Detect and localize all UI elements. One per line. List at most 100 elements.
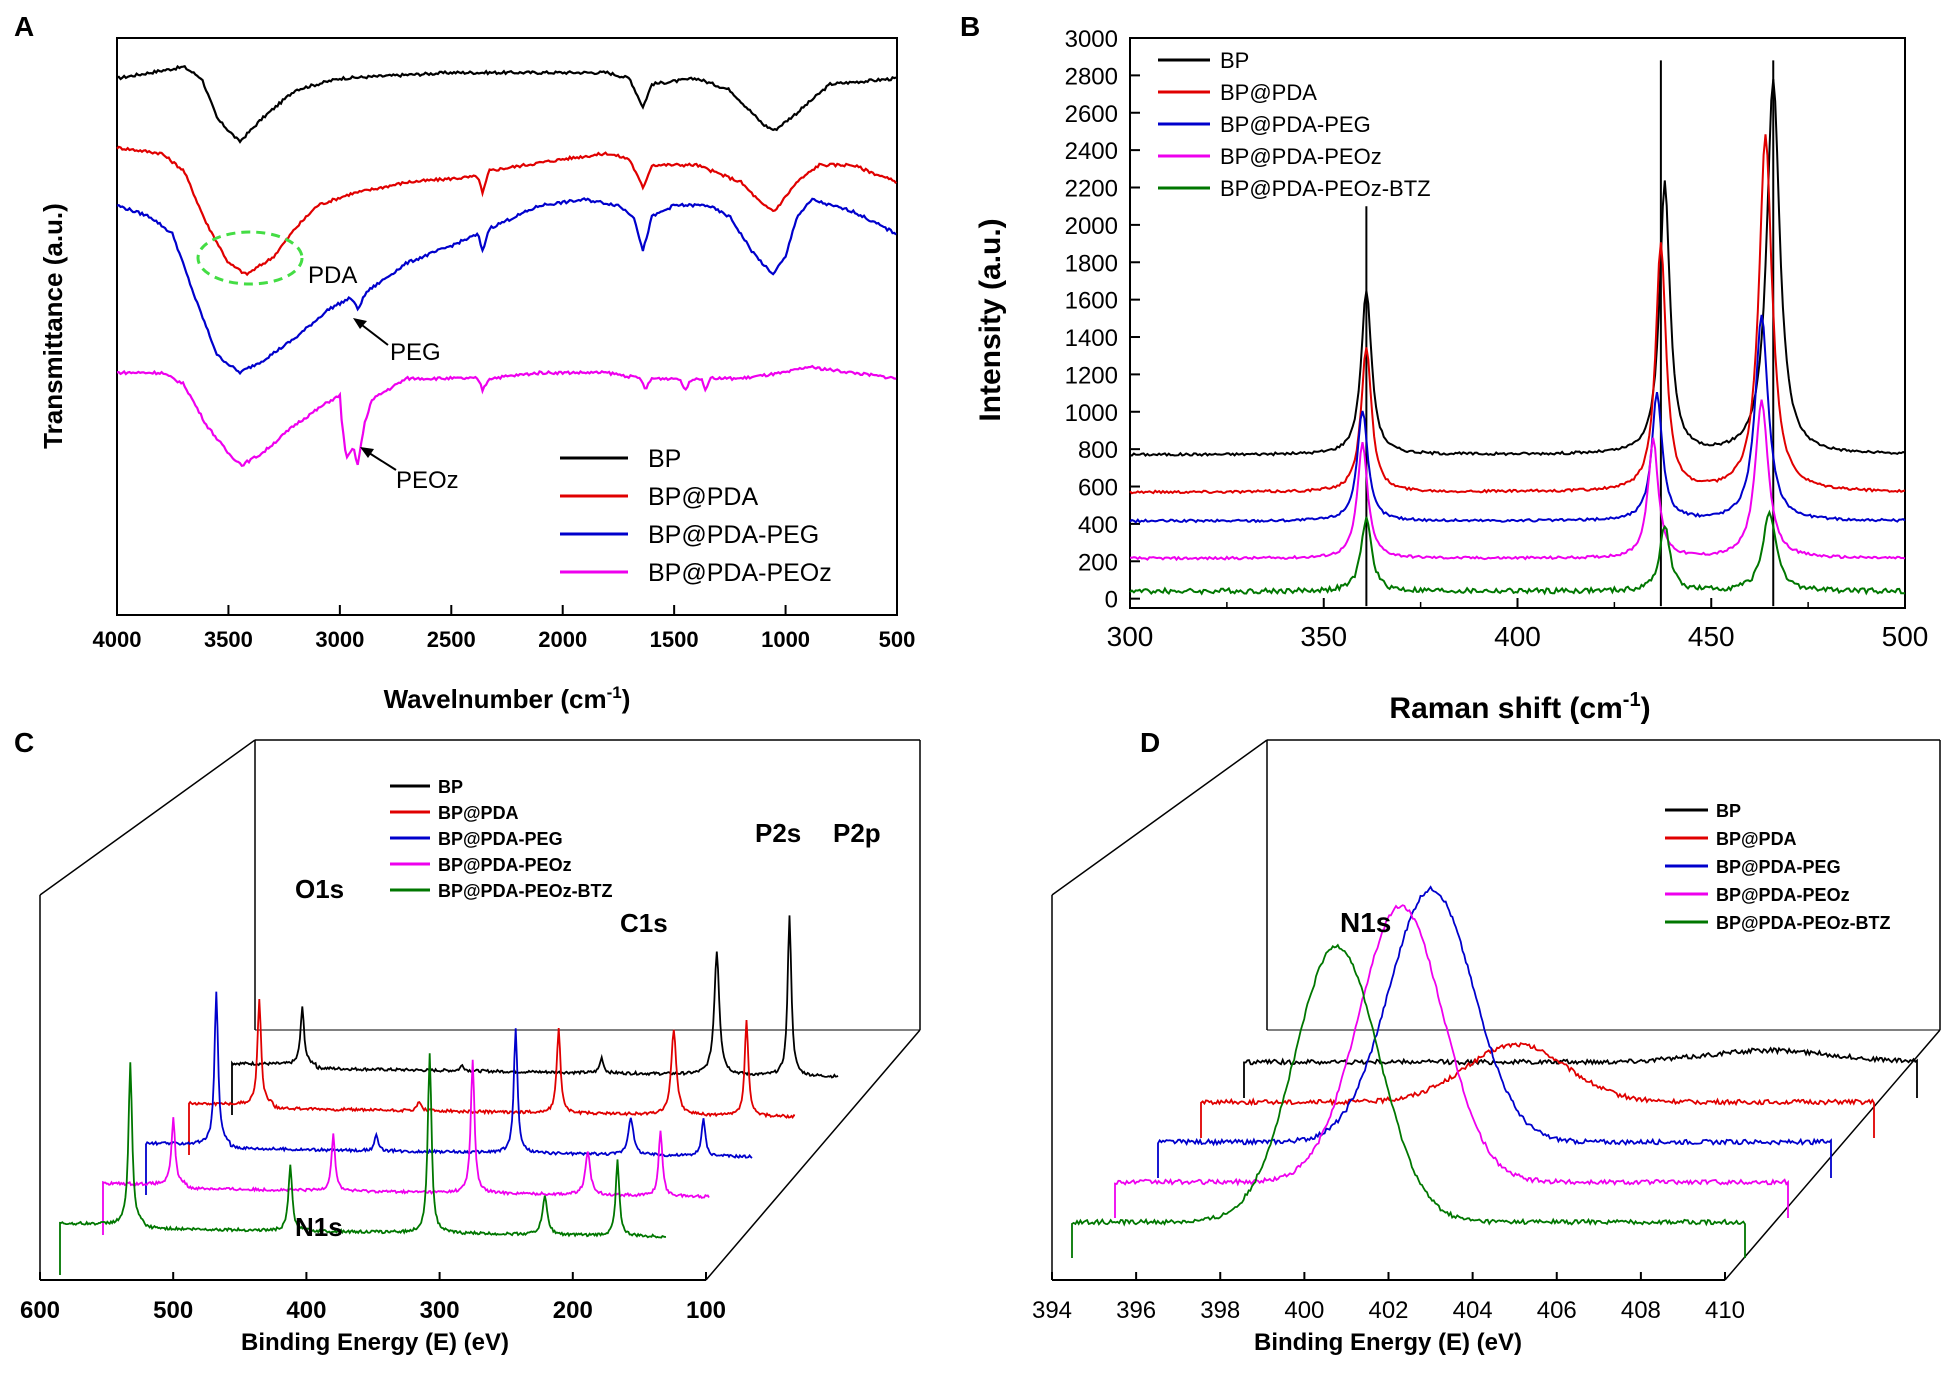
x-tick-label: 396 (1116, 1297, 1156, 1324)
annotation-peoz-arrow (365, 450, 397, 471)
legend-label: BP@PDA-PEOz (1220, 144, 1382, 169)
panel-b: B 300 350 400 450 500 0 200 400 600 800 1000 1200 14… (960, 11, 1928, 725)
y-tick-label: 1200 (1065, 362, 1118, 389)
frame-edge (1051, 739, 1268, 896)
y-tick-label: 800 (1078, 437, 1118, 464)
panel-b-ylabel: Intensity (a.u.) (974, 218, 1007, 421)
annotation-peoz-arrowhead (360, 447, 374, 458)
x-tick-label: 1000 (761, 627, 810, 652)
panel-c-x-ticks: 600 500 400 300 200 100 (20, 1272, 726, 1324)
panel-c-series (59, 915, 839, 1275)
legend-label: BP@PDA-PEG (648, 521, 819, 549)
legend-label: BP@PDA-PEOz-BTZ (1220, 176, 1431, 201)
y-tick-label: 2400 (1065, 138, 1118, 165)
legend-label: BP (1220, 48, 1249, 73)
x-tick-label: 600 (20, 1297, 60, 1324)
x-tick-label: 402 (1368, 1297, 1408, 1324)
panel-a-ylabel: Transmittance (a.u.) (38, 203, 68, 449)
legend-label: BP (438, 777, 463, 797)
legend-label: BP@PDA-PEG (1220, 112, 1371, 137)
legend-label: BP@PDA-PEOz (1716, 885, 1850, 905)
panel-d-3d-frame (1051, 739, 1941, 1281)
panel-d-legend: BP BP@PDA BP@PDA-PEG BP@PDA-PEOz BP@PDA-PEOz… (1665, 801, 1891, 933)
panel-b-label: B (960, 11, 980, 42)
panel-a-x-ticks: 4000 3500 3000 2500 2000 1500 1000 500 (93, 605, 916, 652)
x-tick-label: 450 (1688, 621, 1735, 652)
series-line-bp (231, 915, 839, 1115)
legend-label: BP@PDA-PEG (1716, 857, 1841, 877)
y-tick-label: 1600 (1065, 288, 1118, 315)
panel-a-label: A (14, 11, 34, 42)
panel-d-xlabel: Binding Energy (E) (eV) (1254, 1329, 1522, 1356)
x-tick-label: 100 (686, 1297, 726, 1324)
x-tick-label: 400 (1284, 1297, 1324, 1324)
panel-d-n1s-label: N1s (1340, 907, 1391, 938)
peak-annotation: N1s (295, 1212, 343, 1242)
series-line-bp-pda-peoz (116, 364, 897, 468)
legend-label: BP@PDA (1220, 80, 1317, 105)
panel-c-3d-frame (39, 739, 921, 1281)
series-line-bp-pda-peg (1129, 314, 1906, 524)
x-tick-label: 2500 (427, 627, 476, 652)
x-tick-label: 400 (286, 1297, 326, 1324)
series-line-bp-pda-peoz (1114, 904, 1789, 1218)
x-tick-label: 398 (1200, 1297, 1240, 1324)
panel-a-xlabel: Wavelnumber (cm-1) (384, 683, 631, 714)
x-tick-label: 394 (1032, 1297, 1072, 1324)
series-line-bp (116, 64, 897, 144)
panel-b-legend: BP BP@PDA BP@PDA-PEG BP@PDA-PEOz BP@PDA-PEOz… (1158, 48, 1431, 201)
series-line-bp-pda (116, 145, 897, 277)
legend-label: BP (1716, 801, 1741, 821)
legend-label: BP@PDA (438, 803, 519, 823)
panel-a-series (116, 64, 897, 468)
series-line-bp-pda-peoz-btz (1071, 943, 1746, 1258)
legend-label: BP@PDA (648, 483, 758, 511)
frame-edge (705, 1029, 921, 1281)
x-tick-label: 3000 (315, 627, 364, 652)
legend-label: BP@PDA-PEG (438, 829, 563, 849)
y-tick-label: 2200 (1065, 176, 1118, 203)
x-tick-label: 500 (153, 1297, 193, 1324)
y-tick-label: 2600 (1065, 101, 1118, 128)
frame-edge (1724, 1029, 1941, 1281)
series-line-bp-pda-peg (145, 991, 753, 1195)
x-tick-label: 200 (553, 1297, 593, 1324)
x-tick-label: 1500 (650, 627, 699, 652)
panel-c-label: C (14, 727, 34, 758)
y-tick-label: 0 (1105, 587, 1118, 614)
panel-b-series (1129, 79, 1906, 596)
legend-label: BP@PDA-PEOz-BTZ (1716, 913, 1891, 933)
panel-c-xlabel: Binding Energy (E) (eV) (241, 1329, 509, 1356)
legend-label: BP@PDA (1716, 829, 1797, 849)
series-line-bp-pda-peoz (1129, 399, 1906, 562)
x-tick-label: 500 (879, 627, 916, 652)
panel-d: D BP BP@PDA BP@PDA-PEG BP@PDA-PEOz BP@PDA-PE… (1032, 727, 1941, 1356)
y-tick-label: 400 (1078, 512, 1118, 539)
series-line-bp-pda (1129, 134, 1906, 495)
y-tick-label: 3000 (1065, 26, 1118, 53)
panel-a-legend: BP BP@PDA BP@PDA-PEG BP@PDA-PEOz (560, 445, 832, 587)
legend-label: BP@PDA-PEOz-BTZ (438, 881, 613, 901)
panel-d-label: D (1140, 727, 1160, 758)
x-tick-label: 404 (1453, 1297, 1493, 1324)
annotation-peg-arrowhead (353, 318, 367, 329)
series-line-bp-pda-peg (116, 197, 897, 376)
peak-annotation: C1s (620, 908, 668, 938)
frame-edge (39, 739, 256, 896)
panel-b-xlabel: Raman shift (cm-1) (1389, 689, 1650, 725)
y-tick-label: 1800 (1065, 250, 1118, 277)
panel-d-x-ticks: 394 396 398 400 402 404 406 408 410 (1032, 1272, 1745, 1324)
panel-c-legend: BP BP@PDA BP@PDA-PEG BP@PDA-PEOz BP@PDA-PEOz… (390, 777, 613, 901)
series-line-bp-pda (188, 998, 796, 1155)
x-tick-label: 4000 (93, 627, 142, 652)
x-tick-label: 500 (1882, 621, 1929, 652)
x-tick-label: 410 (1705, 1297, 1745, 1324)
series-line-bp-pda-peoz (102, 1059, 710, 1235)
series-line-bp (1243, 1046, 1918, 1098)
x-tick-label: 350 (1300, 621, 1347, 652)
series-line-bp (1129, 79, 1906, 458)
legend-label: BP@PDA-PEOz (648, 559, 832, 587)
series-line-bp-pda-peoz-btz (59, 1053, 667, 1275)
x-tick-label: 2000 (538, 627, 587, 652)
